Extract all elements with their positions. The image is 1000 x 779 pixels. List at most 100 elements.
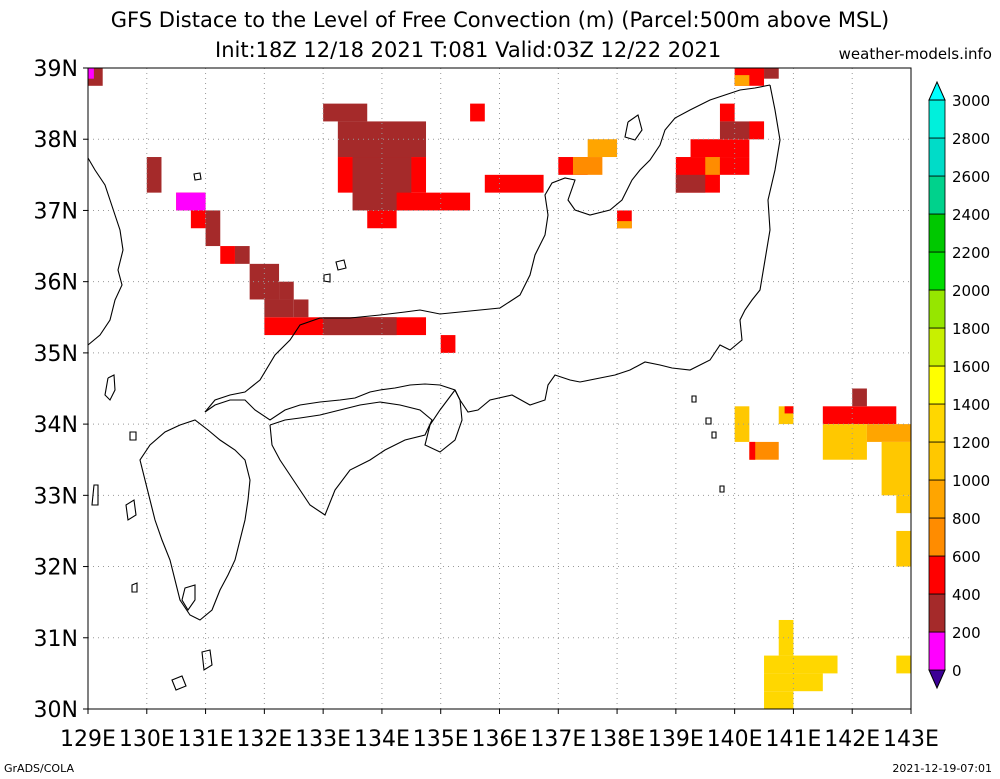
lfc-cell <box>764 691 794 709</box>
coastline-izu <box>691 395 725 493</box>
colorbar-label: 2800 <box>952 130 990 148</box>
lon-tick-label: 143E <box>883 727 939 752</box>
coastline-kii <box>424 389 463 453</box>
lon-tick-label: 139E <box>648 727 704 752</box>
colorbar-segment <box>928 441 946 481</box>
colorbar-segment <box>928 479 946 519</box>
lfc-cell <box>234 246 250 264</box>
coastline-kyushu <box>139 419 251 621</box>
colorbar-segment <box>928 555 946 595</box>
lat-tick-label: 39N <box>34 57 78 82</box>
colorbar-label: 400 <box>952 586 981 604</box>
lon-tick-label: 134E <box>354 727 410 752</box>
colorbar-segment <box>928 137 946 177</box>
colorbar-segment <box>928 175 946 215</box>
colorbar-label: 2000 <box>952 282 990 300</box>
footer-credit: GrADS/COLA <box>4 762 74 775</box>
lat-tick-label: 35N <box>34 342 78 367</box>
colorbar-label: 800 <box>952 510 981 528</box>
lfc-cell <box>220 246 235 264</box>
lfc-cell <box>734 406 750 442</box>
colorbar-max-arrow <box>928 80 946 101</box>
lfc-cell <box>367 210 397 229</box>
colorbar-segment <box>928 631 946 671</box>
site-name: weather-models.info <box>838 45 992 63</box>
colorbar-label: 2200 <box>952 244 990 262</box>
map-title: GFS Distace to the Level of Free Convect… <box>110 8 890 32</box>
axis-layer: 129E 130E 131E 132E 133E 134E 135E 136E 137E 138E… <box>34 57 939 752</box>
colorbar-segment <box>928 365 946 405</box>
coastline-honshu-west <box>204 84 771 413</box>
coastline-layer <box>87 84 781 691</box>
lfc-cell <box>190 210 206 229</box>
grid-layer <box>88 68 911 709</box>
colorbar-label: 1600 <box>952 358 990 376</box>
colorbar-segment <box>928 517 946 557</box>
lfc-cell <box>323 103 368 122</box>
lfc-cell <box>176 192 206 211</box>
coastline-goto <box>125 499 138 593</box>
lon-tick-label: 136E <box>472 727 528 752</box>
lfc-cell <box>866 424 911 442</box>
colorbar-segment <box>928 327 946 367</box>
colorbar-label: 1400 <box>952 396 990 414</box>
lat-tick-label: 38N <box>34 128 78 153</box>
colorbar-label: 2400 <box>952 206 990 224</box>
colorbar-segment <box>928 593 946 633</box>
lon-tick-label: 140E <box>707 727 763 752</box>
lfc-cell <box>822 424 867 460</box>
colorbar-label: 1000 <box>952 472 990 490</box>
lfc-cell <box>749 441 756 460</box>
lat-tick-label: 30N <box>34 698 78 723</box>
lon-tick-label: 130E <box>119 727 175 752</box>
lfc-cell <box>264 299 294 318</box>
lfc-cell <box>470 103 485 122</box>
lat-tick-label: 31N <box>34 627 78 652</box>
footer-timestamp: 2021-12-19-07:01 <box>892 762 992 775</box>
colorbar-segment <box>928 403 946 443</box>
coastline-yakushima <box>171 675 187 691</box>
lon-tick-label: 129E <box>60 727 116 752</box>
lat-tick-label: 37N <box>34 199 78 224</box>
lfc-cell <box>484 174 544 193</box>
lfc-cell <box>440 335 456 353</box>
colorbar-min-arrow <box>928 669 946 690</box>
coastline-sado <box>624 114 643 141</box>
coastline-amami <box>201 649 213 671</box>
lfc-cell <box>896 495 911 514</box>
colorbar-segment <box>928 289 946 329</box>
lat-tick-label: 32N <box>34 556 78 581</box>
lfc-cell <box>784 406 794 414</box>
lfc-cell <box>719 157 750 175</box>
colorbar-label: 600 <box>952 548 981 566</box>
lfc-cell <box>675 174 706 193</box>
coastline-shikoku <box>269 401 433 516</box>
coastline-oki <box>323 259 347 283</box>
coastline-korea <box>87 157 124 346</box>
coastline-honshu-pacific <box>204 84 781 421</box>
colorbar-label: 3000 <box>952 92 990 110</box>
colorbar-label: 1200 <box>952 434 990 452</box>
lfc-cell <box>764 68 779 79</box>
lat-tick-label: 34N <box>34 413 78 438</box>
lfc-cell <box>764 673 823 692</box>
lon-tick-label: 131E <box>178 727 234 752</box>
lfc-cell <box>822 406 897 425</box>
lfc-cell <box>205 210 221 247</box>
lfc-cell <box>146 157 162 193</box>
lon-tick-label: 141E <box>765 727 821 752</box>
lfc-cell <box>749 121 765 140</box>
lat-tick-label: 36N <box>34 271 78 296</box>
colorbar: 0 200 400 600 800 1000 1200 1400 1600 1800 2000 220… <box>928 80 990 690</box>
lfc-field-layer <box>88 68 911 709</box>
lfc-cell <box>764 655 838 674</box>
colorbar-label: 0 <box>952 662 962 680</box>
coastline-ulleungdo <box>193 172 202 181</box>
lfc-cell <box>249 263 280 300</box>
lon-tick-label: 132E <box>236 727 292 752</box>
lon-tick-label: 137E <box>530 727 586 752</box>
colorbar-segment <box>928 251 946 291</box>
colorbar-segment <box>928 99 946 139</box>
lfc-cell <box>778 619 794 656</box>
